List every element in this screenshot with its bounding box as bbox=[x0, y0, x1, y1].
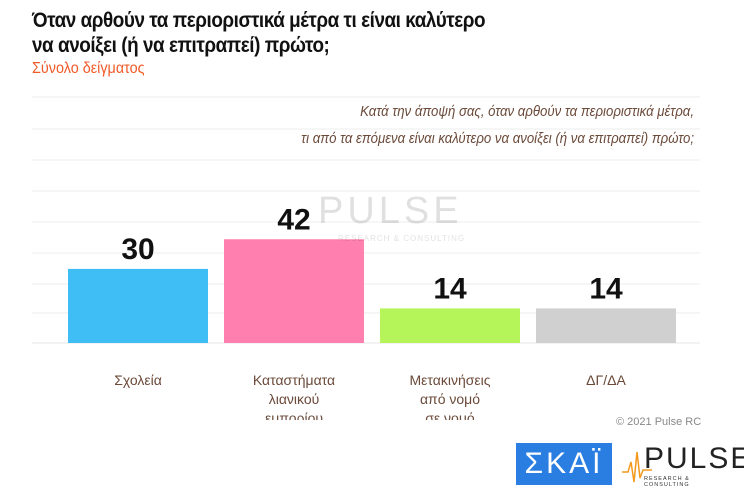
data-label: 42 bbox=[277, 203, 310, 236]
data-label: 14 bbox=[589, 272, 623, 305]
category-label: εμπορίου bbox=[265, 410, 323, 420]
data-label: 14 bbox=[433, 272, 467, 305]
skai-logo: ΣΚΑΪ bbox=[516, 443, 612, 485]
bar bbox=[68, 268, 208, 343]
watermark: PULSE bbox=[318, 190, 463, 232]
title-line-1: Όταν αρθούν τα περιοριστικά μέτρα τι είν… bbox=[32, 9, 486, 32]
bar-chart: 30 Σχολεία 42 Καταστήματα λιανικού εμπορίου 14… bbox=[32, 96, 700, 420]
pulse-wave-icon bbox=[622, 451, 652, 483]
bar bbox=[224, 239, 364, 343]
question-line-2: τι από τα επόμενα είναι καλύτερο να ανοί… bbox=[301, 130, 694, 147]
question-line-1: Κατά την άποψή σας, όταν αρθούν τα περιο… bbox=[360, 103, 694, 120]
category-label: ΔΓ/ΔΑ bbox=[586, 372, 626, 388]
chart-subtitle: Σύνολο δείγματος bbox=[32, 60, 145, 77]
survey-question: Κατά την άποψή σας, όταν αρθούν τα περιο… bbox=[131, 98, 694, 152]
pulse-logo: PULSE RESEARCH & CONSULTING bbox=[622, 442, 744, 488]
copyright: © 2021 Pulse RC bbox=[616, 416, 702, 428]
watermark-sub: RESEARCH & CONSULTING bbox=[338, 234, 466, 243]
pulse-logo-text: PULSE bbox=[644, 442, 744, 475]
bar bbox=[536, 308, 676, 343]
pulse-logo-sub: RESEARCH & CONSULTING bbox=[644, 476, 690, 488]
category-label: Σχολεία bbox=[114, 372, 162, 388]
category-label: Μετακινήσεις bbox=[410, 372, 491, 388]
bar bbox=[380, 308, 520, 343]
chart-title: Όταν αρθούν τα περιοριστικά μέτρα τι είν… bbox=[32, 8, 486, 58]
title-line-2: να ανοίξει (ή να επιτραπεί) πρώτο; bbox=[32, 34, 330, 57]
data-label: 30 bbox=[121, 233, 154, 266]
category-label: Καταστήματα bbox=[253, 372, 335, 388]
category-label: σε νομό bbox=[425, 410, 475, 420]
category-label: λιανικού bbox=[269, 391, 320, 407]
category-label: από νομό bbox=[420, 391, 480, 407]
